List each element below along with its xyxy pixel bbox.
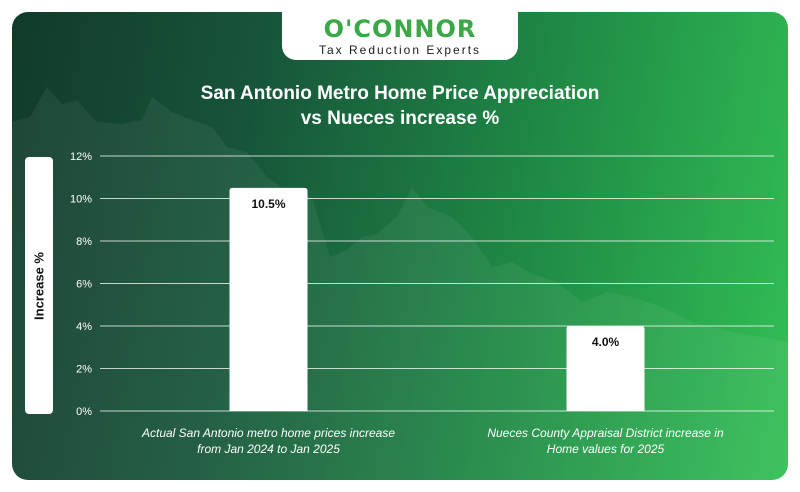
y-tick-label: 2% [76,364,92,376]
brand-tagline: Tax Reduction Experts [318,43,482,57]
chart-card: O'CONNOR Tax Reduction Experts San Anton… [12,12,788,480]
x-category-label: from Jan 2024 to Jan 2025 [197,442,340,456]
chart-title-line1: San Antonio Metro Home Price Appreciatio… [200,83,600,104]
y-tick-label: 12% [70,151,92,163]
x-category-label: Actual San Antonio metro home prices inc… [141,426,395,440]
bar [566,326,645,411]
bar-value-label: 10.5% [251,197,285,211]
y-axis-label-box: Increase % [25,157,53,414]
brand-name: O'CONNOR [323,15,477,43]
bar-chart: 0% 2% 4% 6% 8% 10% 12% 10.5% Actual San Antonio … [70,151,774,456]
y-tick-label: 8% [76,236,92,248]
chart-title-line2: vs Nueces increase % [300,108,500,129]
y-tick-label: 0% [76,406,92,418]
x-category-label: Home values for 2025 [547,442,665,456]
bar [229,187,308,411]
y-tick-label: 6% [76,279,92,291]
bar-value-label: 4.0% [592,335,620,349]
x-category-label: Nueces County Appraisal District increas… [487,426,724,440]
y-tick-label: 10% [70,194,92,206]
y-tick-label: 4% [76,321,92,333]
brand-logo: O'CONNOR Tax Reduction Experts [282,12,518,60]
